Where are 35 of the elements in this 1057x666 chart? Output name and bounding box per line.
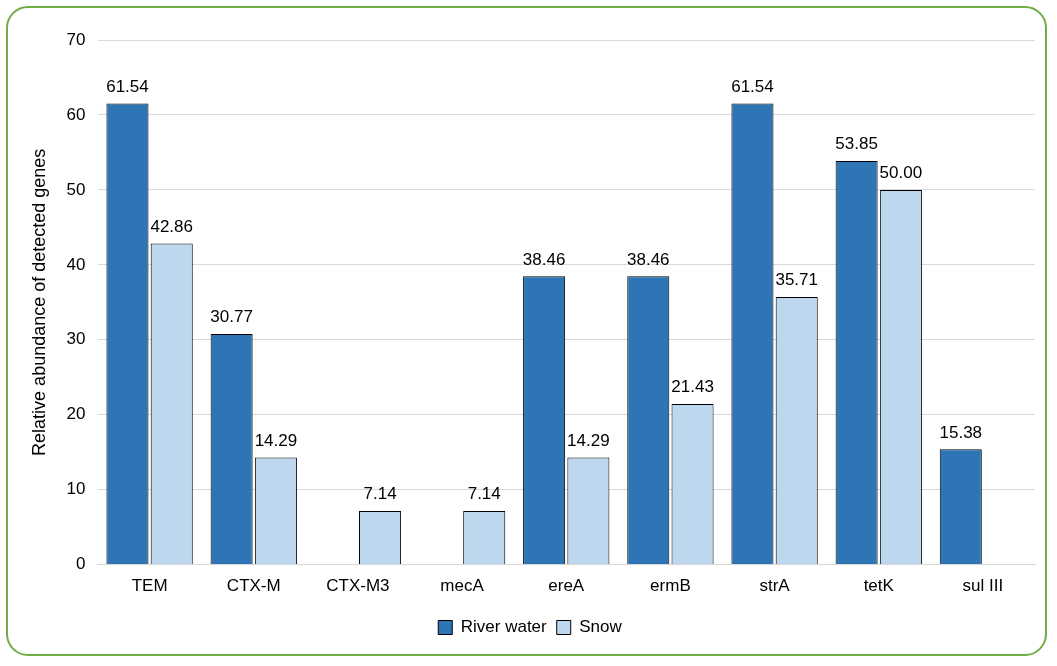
x-tick-label: sul III	[962, 576, 1004, 596]
data-label: 61.54	[106, 76, 149, 96]
data-label: 61.54	[731, 76, 774, 96]
data-label: 53.85	[835, 134, 878, 154]
data-label: 50.00	[879, 163, 923, 183]
x-tick-label: ereA	[548, 576, 585, 596]
data-label: 14.29	[567, 430, 610, 450]
x-tick-label: strA	[759, 576, 791, 596]
y-tick-label: 60	[66, 104, 86, 124]
x-tick-label: TEM	[131, 576, 168, 596]
y-tick-label: 10	[66, 479, 86, 499]
data-label: 30.77	[210, 307, 253, 327]
legend-label: River water	[460, 617, 548, 637]
data-label: 21.43	[671, 377, 714, 397]
y-axis-title: Relative abundance of detected genes	[28, 148, 49, 456]
legend-label: Snow	[579, 617, 623, 637]
y-tick-label: 50	[66, 179, 86, 199]
data-label: 15.38	[939, 422, 983, 442]
data-label: 38.46	[627, 249, 670, 269]
y-tick-label: 20	[66, 404, 86, 424]
x-tick-label: tetK	[863, 576, 895, 596]
y-tick-label: 30	[66, 329, 86, 349]
data-label: 38.46	[522, 249, 566, 269]
data-label: 42.86	[150, 216, 193, 236]
x-tick-label: mecA	[440, 576, 485, 596]
x-tick-label: CTX-M3	[326, 576, 390, 596]
y-tick-label: 70	[66, 29, 86, 49]
data-label: 7.14	[363, 484, 397, 504]
x-tick-label: CTX-M	[226, 576, 281, 596]
data-label: 14.29	[254, 430, 298, 450]
data-label: 7.14	[467, 484, 501, 504]
data-label: 35.71	[775, 270, 818, 290]
y-tick-label: 0	[76, 554, 86, 574]
x-tick-label: ermB	[650, 576, 691, 596]
y-tick-label: 40	[66, 254, 86, 274]
